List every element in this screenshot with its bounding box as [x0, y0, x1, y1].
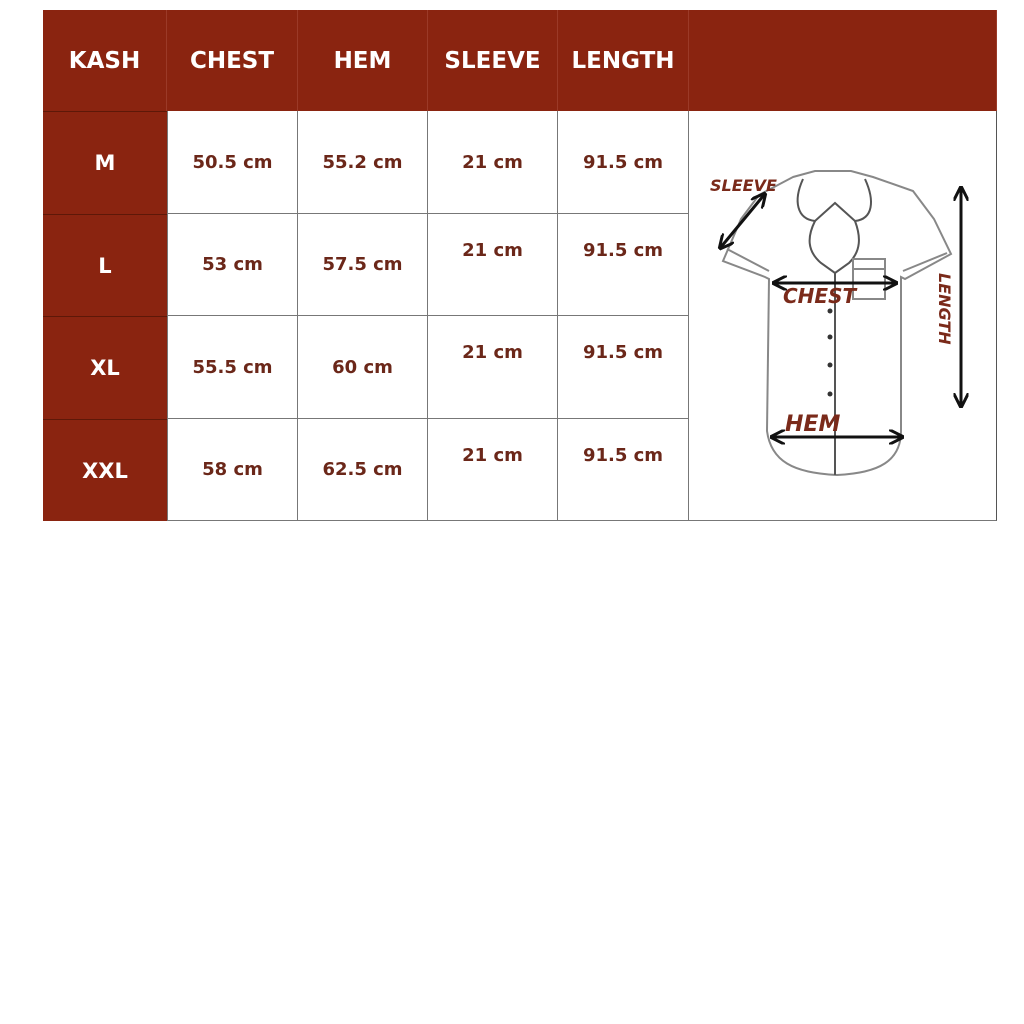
size-cell: XXL [43, 419, 167, 521]
header-sleeve: SLEEVE [428, 10, 558, 111]
header-chest: CHEST [167, 10, 298, 111]
chest-value: 55.5 cm [167, 316, 298, 419]
chest-label: CHEST [783, 284, 857, 308]
chest-value: 58 cm [167, 419, 298, 521]
length-value: 91.5 cm [558, 419, 689, 521]
sleeve-value: 21 cm [428, 316, 558, 419]
shirt-illustration: SLEEVE CHEST HEM LENGTH [710, 170, 995, 477]
hem-value: 62.5 cm [298, 419, 428, 521]
chest-value: 50.5 cm [167, 111, 298, 214]
length-value: 91.5 cm [558, 316, 689, 419]
length-label: LENGTH [935, 273, 954, 345]
length-value: 91.5 cm [558, 111, 689, 214]
sleeve-value: 21 cm [428, 111, 558, 214]
size-cell: L [43, 214, 167, 316]
sleeve-arrow [721, 195, 764, 247]
measurement-arrows [721, 189, 961, 437]
header-length: LENGTH [558, 10, 689, 111]
header-kash: KASH [43, 10, 167, 111]
sleeve-value: 21 cm [428, 419, 558, 521]
size-cell: XL [43, 316, 167, 419]
shirt-outline [721, 170, 953, 477]
hem-value: 55.2 cm [298, 111, 428, 214]
hem-value: 57.5 cm [298, 214, 428, 316]
sleeve-label: SLEEVE [710, 176, 777, 195]
chest-value: 53 cm [167, 214, 298, 316]
length-value: 91.5 cm [558, 214, 689, 316]
hem-value: 60 cm [298, 316, 428, 419]
header-hem: HEM [298, 10, 428, 111]
buttons [827, 308, 833, 397]
header-blank [689, 10, 997, 111]
size-cell: M [43, 111, 167, 214]
shirt-measurement-diagram: SLEEVE CHEST HEM LENGTH [689, 111, 997, 521]
sleeve-value: 21 cm [428, 214, 558, 316]
hem-label: HEM [785, 412, 840, 437]
